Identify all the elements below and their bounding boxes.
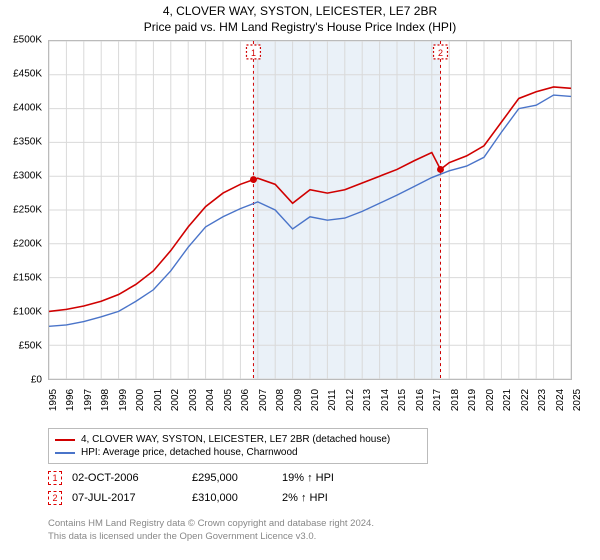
- marker-date: 02-OCT-2006: [72, 472, 182, 484]
- marker-pct: 19% ↑ HPI: [282, 472, 372, 484]
- y-tick-label: £200K: [13, 239, 42, 250]
- y-tick-label: £450K: [13, 69, 42, 80]
- legend-label: 4, CLOVER WAY, SYSTON, LEICESTER, LE7 2B…: [81, 434, 390, 445]
- chart-container: 4, CLOVER WAY, SYSTON, LEICESTER, LE7 2B…: [0, 0, 600, 560]
- x-tick-label: 2002: [170, 389, 181, 411]
- x-tick-label: 2003: [188, 389, 199, 411]
- x-tick-label: 2011: [327, 389, 338, 411]
- y-axis: £0£50K£100K£150K£200K£250K£300K£350K£400…: [0, 40, 46, 380]
- title-line-2: Price paid vs. HM Land Registry's House …: [0, 20, 600, 34]
- y-tick-label: £50K: [19, 341, 42, 352]
- marker-price: £295,000: [192, 472, 272, 484]
- x-tick-label: 1995: [48, 389, 59, 411]
- y-tick-label: £350K: [13, 137, 42, 148]
- x-tick-label: 2009: [293, 389, 304, 411]
- x-tick-label: 2022: [520, 389, 531, 411]
- y-tick-label: £0: [31, 375, 42, 386]
- y-tick-label: £250K: [13, 205, 42, 216]
- x-tick-label: 2018: [450, 389, 461, 411]
- marker-table: 1 02-OCT-2006 £295,000 19% ↑ HPI 2 07-JUL-201…: [48, 468, 572, 508]
- y-tick-label: £400K: [13, 103, 42, 114]
- y-tick-label: £100K: [13, 307, 42, 318]
- title-line-1: 4, CLOVER WAY, SYSTON, LEICESTER, LE7 2B…: [0, 4, 600, 18]
- y-tick-label: £500K: [13, 35, 42, 46]
- legend-box: 4, CLOVER WAY, SYSTON, LEICESTER, LE7 2B…: [48, 428, 428, 464]
- svg-text:1: 1: [251, 48, 256, 58]
- marker-pct: 2% ↑ HPI: [282, 492, 372, 504]
- x-tick-label: 2012: [345, 389, 356, 411]
- footer-attribution: Contains HM Land Registry data © Crown c…: [48, 518, 572, 544]
- x-tick-label: 2016: [415, 389, 426, 411]
- legend-row: 4, CLOVER WAY, SYSTON, LEICESTER, LE7 2B…: [55, 433, 421, 446]
- x-tick-label: 1999: [118, 389, 129, 411]
- title-block: 4, CLOVER WAY, SYSTON, LEICESTER, LE7 2B…: [0, 0, 600, 34]
- x-tick-label: 2010: [310, 389, 321, 411]
- legend-row: HPI: Average price, detached house, Char…: [55, 446, 421, 459]
- x-tick-label: 2023: [537, 389, 548, 411]
- marker-number-box: 1: [48, 471, 62, 485]
- x-tick-label: 2015: [397, 389, 408, 411]
- x-tick-label: 2014: [380, 389, 391, 411]
- x-tick-label: 2007: [258, 389, 269, 411]
- footer-line-1: Contains HM Land Registry data © Crown c…: [48, 518, 572, 531]
- legend-label: HPI: Average price, detached house, Char…: [81, 447, 298, 458]
- x-tick-label: 1998: [100, 389, 111, 411]
- x-tick-label: 2025: [572, 389, 583, 411]
- footer-line-2: This data is licensed under the Open Gov…: [48, 531, 572, 544]
- legend-swatch: [55, 439, 75, 441]
- x-tick-label: 2001: [153, 389, 164, 411]
- x-tick-label: 1997: [83, 389, 94, 411]
- chart-svg: 12: [49, 41, 571, 379]
- chart-plot-area: 12: [48, 40, 572, 380]
- x-tick-label: 2021: [502, 389, 513, 411]
- x-tick-label: 2005: [223, 389, 234, 411]
- y-tick-label: £300K: [13, 171, 42, 182]
- x-tick-label: 2004: [205, 389, 216, 411]
- marker-price: £310,000: [192, 492, 272, 504]
- x-tick-label: 2017: [432, 389, 443, 411]
- marker-row: 2 07-JUL-2017 £310,000 2% ↑ HPI: [48, 488, 572, 508]
- legend-swatch: [55, 452, 75, 454]
- x-tick-label: 2000: [135, 389, 146, 411]
- x-tick-label: 2006: [240, 389, 251, 411]
- x-tick-label: 2020: [485, 389, 496, 411]
- x-tick-label: 2024: [555, 389, 566, 411]
- x-axis: 1995 1996 1997 1998 1999 2000 2001 2002 2003 2004…: [48, 382, 572, 428]
- x-tick-label: 2019: [467, 389, 478, 411]
- marker-row: 1 02-OCT-2006 £295,000 19% ↑ HPI: [48, 468, 572, 488]
- marker-date: 07-JUL-2017: [72, 492, 182, 504]
- y-tick-label: £150K: [13, 273, 42, 284]
- marker-number-box: 2: [48, 491, 62, 505]
- x-tick-label: 2013: [362, 389, 373, 411]
- x-tick-label: 1996: [65, 389, 76, 411]
- x-tick-label: 2008: [275, 389, 286, 411]
- svg-text:2: 2: [438, 48, 443, 58]
